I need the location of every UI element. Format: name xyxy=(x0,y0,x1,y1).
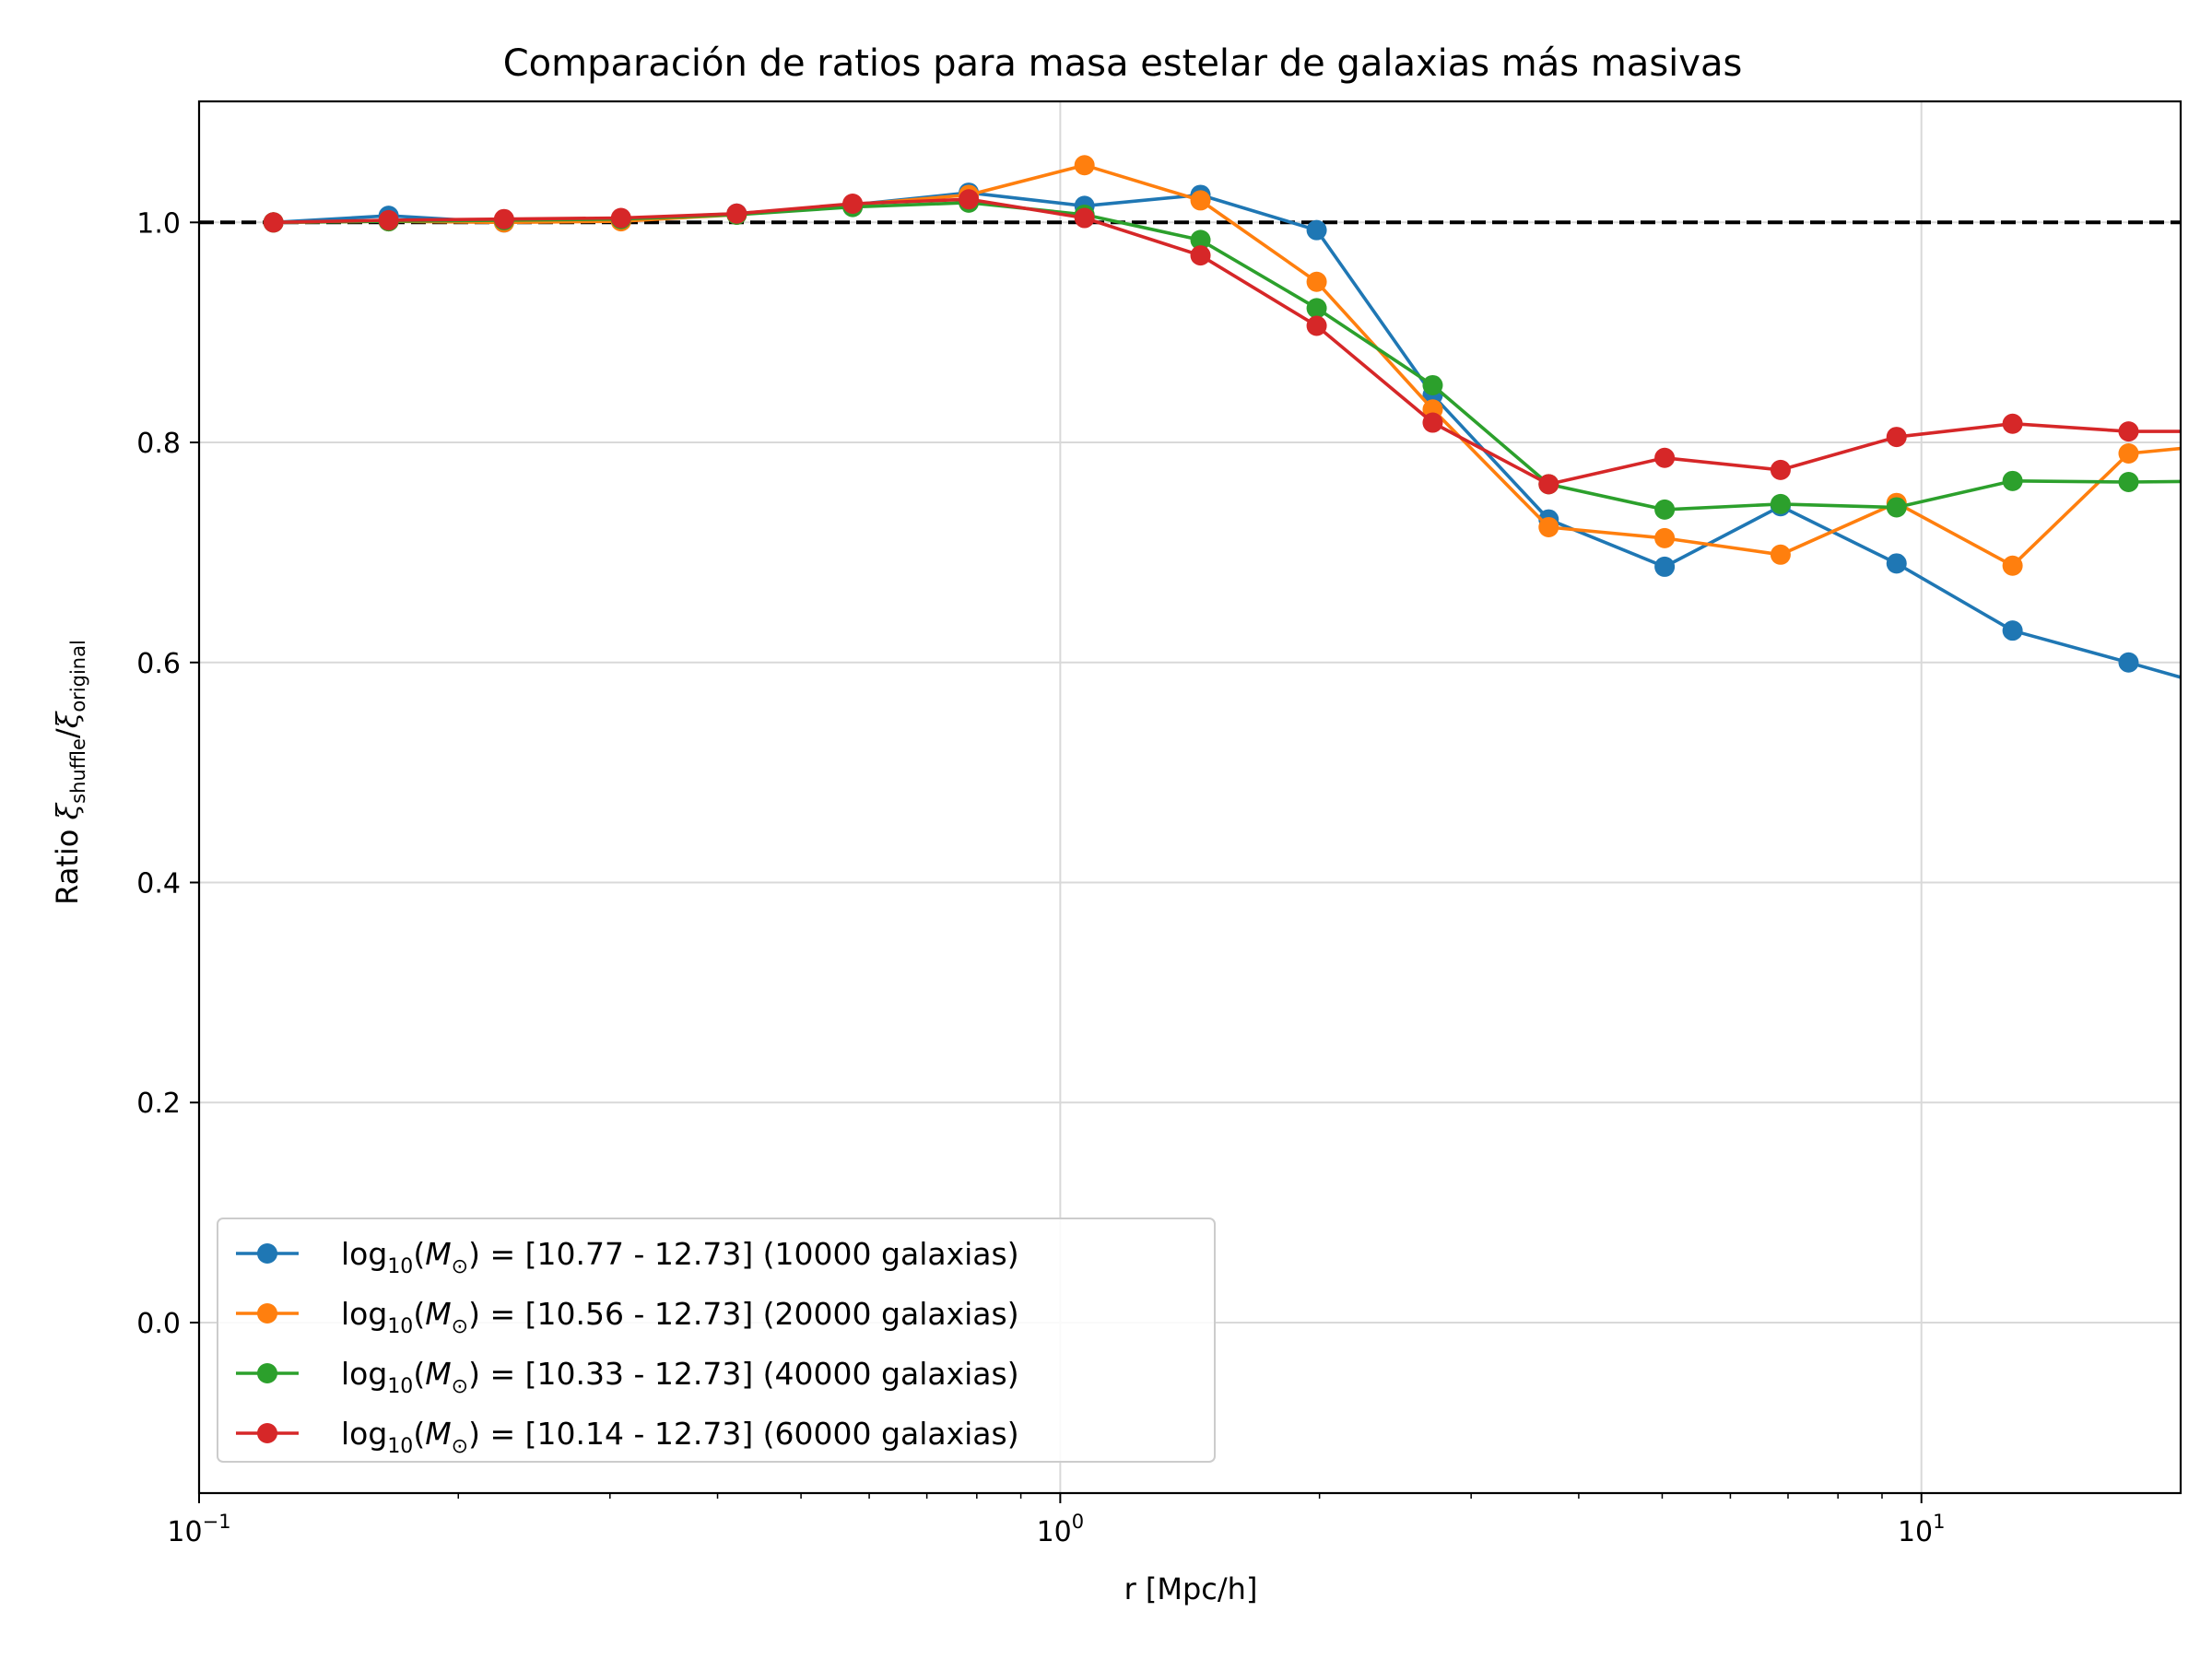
legend-entry-2: log10(M⊙) = [10.33 - 12.73] (40000 galax… xyxy=(341,1356,1019,1398)
series-1-line xyxy=(273,163,2181,568)
y-axis-label-slash: / xyxy=(50,728,85,738)
series-0-point-9 xyxy=(1306,219,1327,241)
y-tick-label-4: 0.8 xyxy=(136,428,181,460)
x-tick-label-0: 10−1 xyxy=(167,1511,230,1548)
chart-title: Comparación de ratios para masa estelar … xyxy=(503,42,1743,85)
series-3-point-3 xyxy=(610,207,631,229)
x-tick-label-2: 101 xyxy=(1898,1511,1946,1548)
y-tick-label-1: 0.2 xyxy=(136,1088,181,1120)
y-tick-label-2: 0.4 xyxy=(136,868,181,900)
y-axis-label: Ratio ξshuffle/ξoriginal xyxy=(50,640,89,905)
x-axis-label: r [Mpc/h] xyxy=(1124,1571,1258,1606)
series-3-point-9 xyxy=(1306,315,1327,336)
series-3-point-5 xyxy=(842,194,864,215)
series-3-point-2 xyxy=(493,208,514,229)
legend-box xyxy=(217,1218,1216,1463)
y-axis-label-sym2: ξ xyxy=(50,711,85,728)
legend-entry-3: log10(M⊙) = [10.14 - 12.73] (60000 galax… xyxy=(341,1416,1019,1458)
series-2-point-9 xyxy=(1306,298,1327,319)
legend-entry-0: log10(M⊙) = [10.77 - 12.73] (10000 galax… xyxy=(341,1236,1019,1278)
series-0-point-15 xyxy=(2002,620,2023,641)
series-1-point-8 xyxy=(1190,190,1211,211)
series-1-point-7 xyxy=(1074,155,1095,176)
series-1-point-11 xyxy=(1538,516,1559,537)
series-2-point-10 xyxy=(1422,374,1443,395)
legend-entry-1: log10(M⊙) = [10.56 - 12.73] (20000 galax… xyxy=(341,1296,1019,1338)
series-3-point-8 xyxy=(1190,245,1211,266)
series-2-point-16 xyxy=(2118,472,2139,493)
series-2-point-12 xyxy=(1654,499,1676,520)
legend-marker-2 xyxy=(257,1363,277,1383)
series-2-point-13 xyxy=(1770,493,1791,514)
series-3-point-12 xyxy=(1654,447,1676,468)
legend-marker-3 xyxy=(257,1423,277,1443)
x-tick-label-1: 100 xyxy=(1037,1511,1085,1548)
series-3-point-10 xyxy=(1422,412,1443,433)
series-1-point-12 xyxy=(1654,527,1676,548)
series-3-point-0 xyxy=(263,212,284,233)
series-0-point-16 xyxy=(2118,652,2139,673)
series-2-point-8 xyxy=(1190,229,1211,251)
y-axis-label-sym1: ξ xyxy=(50,803,85,820)
series-3-point-7 xyxy=(1074,207,1095,229)
series-3-point-1 xyxy=(378,209,399,230)
legend: log10(M⊙) = [10.77 - 12.73] (10000 galax… xyxy=(217,1218,1216,1463)
series-1-point-15 xyxy=(2002,555,2023,576)
legend-marker-1 xyxy=(257,1303,277,1324)
series-0-point-12 xyxy=(1654,556,1676,577)
series-2-point-14 xyxy=(1886,497,1907,518)
y-axis-label-sub1: shuffle xyxy=(67,738,89,804)
y-tick-label-0: 0.0 xyxy=(136,1308,181,1340)
series-1-point-9 xyxy=(1306,271,1327,292)
series-3-point-14 xyxy=(1886,427,1907,448)
plot-frame xyxy=(197,100,2183,1495)
y-tick-label-3: 0.6 xyxy=(136,648,181,680)
series-2-point-15 xyxy=(2002,470,2023,491)
series-3-point-6 xyxy=(959,189,980,210)
series-0-point-14 xyxy=(1886,553,1907,574)
y-axis-label-sub2: original xyxy=(67,640,89,712)
series-3-point-15 xyxy=(2002,413,2023,434)
series-layer xyxy=(263,155,2181,679)
series-1-point-16 xyxy=(2118,442,2139,464)
y-tick-label-5: 1.0 xyxy=(136,207,181,240)
series-3-point-11 xyxy=(1538,474,1559,495)
legend-marker-0 xyxy=(257,1243,277,1264)
axes-layer: 0.0 0.2 0.4 0.6 0.8 1.0 10−1 100 101 xyxy=(136,100,2183,1548)
y-axis-label-prefix: Ratio xyxy=(50,820,85,905)
series-3-line xyxy=(273,197,2181,487)
series-3-point-16 xyxy=(2118,421,2139,442)
series-3-point-4 xyxy=(726,203,747,224)
series-1-point-13 xyxy=(1770,544,1791,565)
series-3-point-13 xyxy=(1770,459,1791,480)
